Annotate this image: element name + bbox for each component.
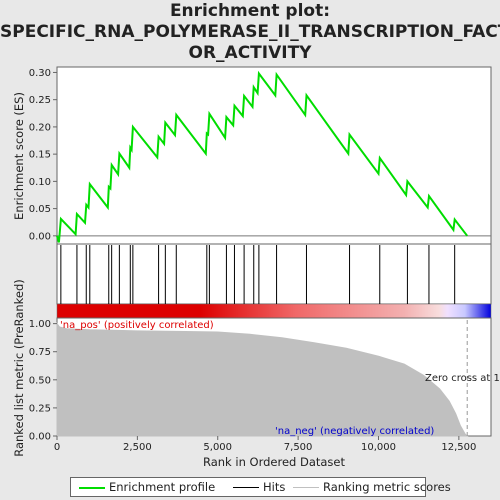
zero-cross-label: Zero cross at 1 [425, 373, 500, 384]
legend-ranking-label: Ranking metric scores [323, 480, 451, 494]
es-y-tick-label: 0.10 [29, 177, 51, 188]
correlation-band [56, 303, 492, 319]
x-tick-label: 12,500 [441, 442, 476, 453]
legend-ranking: Ranking metric scores [293, 480, 451, 494]
legend-hits-label: Hits [263, 480, 286, 494]
x-tick-label: 5,000 [203, 442, 232, 453]
x-tick-label: 7,500 [284, 442, 313, 453]
hit-markers [60, 245, 456, 304]
x-tick-label: 0 [54, 442, 60, 453]
ranking-y-axis-label: Ranked list metric (PreRanked) [12, 279, 26, 457]
ranking-y-tick-label: 0.25 [29, 403, 51, 414]
es-y-tick-label: 0.20 [29, 122, 51, 133]
ranking-y-tick-label: 1.00 [29, 319, 51, 330]
es-y-tick-label: 0.30 [29, 68, 51, 79]
legend-ranking-swatch [293, 487, 319, 488]
chart-title: Enrichment plot: SPECIFIC_RNA_POLYMERASE… [0, 1, 500, 64]
x-axis-label: Rank in Ordered Dataset [203, 455, 346, 469]
title-line-3: OR_ACTIVITY [188, 43, 312, 63]
es-y-axis-label: Enrichment score (ES) [12, 92, 26, 220]
title-line-1: Enrichment plot: [169, 1, 331, 21]
ranking-y-tick-label: 0.00 [29, 432, 51, 443]
legend: Enrichment profile Hits Ranking metric s… [70, 477, 451, 497]
ranking-metric-area [56, 322, 469, 437]
legend-enrichment-swatch [79, 486, 105, 489]
ranking-y-ticks: 0.00 0.25 0.50 0.75 1.00 [29, 319, 57, 443]
band-rect [56, 303, 492, 319]
neg-correlated-label: 'na_neg' (negatively correlated) [275, 426, 434, 437]
ranking-y-tick-label: 0.50 [29, 375, 51, 386]
es-y-tick-label: 0.05 [29, 204, 51, 215]
legend-enrichment-label: Enrichment profile [109, 480, 216, 494]
legend-enrichment: Enrichment profile [79, 480, 215, 494]
legend-hits: Hits [233, 480, 285, 494]
es-y-ticks: 0.00 0.05 0.10 0.15 0.20 0.25 0.30 [29, 68, 57, 242]
enrichment-profile-line [56, 70, 468, 243]
es-y-tick-label: 0.00 [29, 231, 51, 242]
hits-panel [56, 243, 492, 305]
x-tick-label: 10,000 [361, 442, 396, 453]
x-tick-label: 2,500 [123, 442, 152, 453]
pos-correlated-label: 'na_pos' (positively correlated) [60, 320, 214, 331]
x-ticks: 0 2,500 5,000 7,500 10,000 12,500 [54, 436, 476, 453]
legend-hits-swatch [233, 487, 259, 488]
es-y-tick-label: 0.25 [29, 95, 51, 106]
ranking-y-tick-label: 0.75 [29, 347, 51, 358]
title-line-2: SPECIFIC_RNA_POLYMERASE_II_TRANSCRIPTION… [0, 22, 500, 42]
es-y-tick-label: 0.15 [29, 150, 51, 161]
